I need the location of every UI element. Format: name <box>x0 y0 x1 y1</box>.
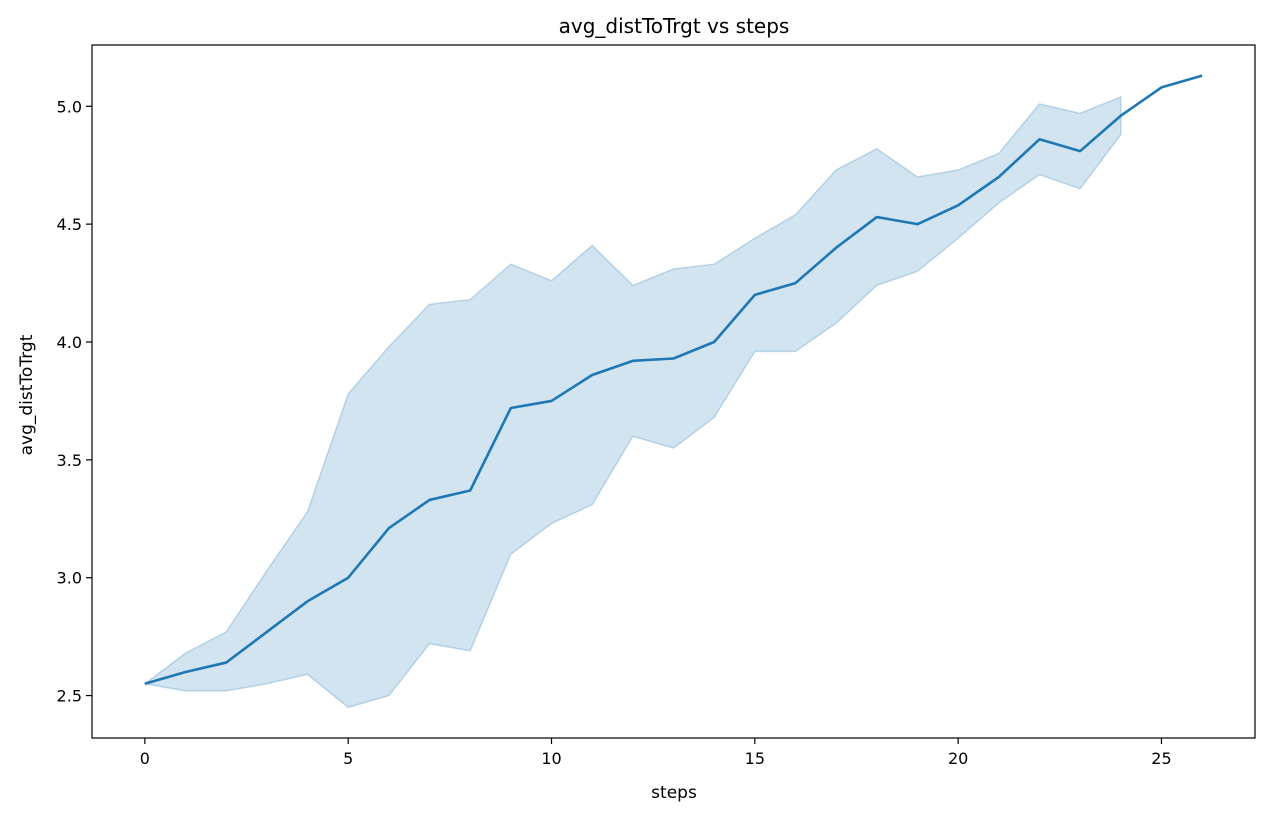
confidence-band-layer <box>143 95 1122 709</box>
confidence-band <box>143 95 1122 709</box>
x-tick-label: 20 <box>948 749 968 768</box>
y-tick-label: 2.5 <box>57 687 82 706</box>
y-axis: 2.5 3.0 3.5 4.0 4.5 5.0 <box>57 97 92 706</box>
chart-title: avg_distToTrgt vs steps <box>559 14 790 38</box>
y-tick-label: 3.5 <box>57 451 82 470</box>
y-tick-label: 3.0 <box>57 569 82 588</box>
series-line <box>144 74 1203 686</box>
x-axis: 0 5 10 15 20 25 <box>140 738 1172 768</box>
x-tick-label: 5 <box>343 749 353 768</box>
y-tick-label: 5.0 <box>57 97 82 116</box>
series-line-layer <box>144 74 1203 686</box>
x-tick-label: 0 <box>140 749 150 768</box>
x-tick-label: 15 <box>745 749 765 768</box>
x-tick-label: 25 <box>1151 749 1171 768</box>
y-tick-label: 4.0 <box>57 333 82 352</box>
y-axis-label: avg_distToTrgt <box>17 334 37 455</box>
plot-frame <box>91 44 1256 739</box>
y-tick-label: 4.5 <box>57 215 82 234</box>
x-tick-label: 10 <box>541 749 561 768</box>
x-axis-label: steps <box>651 783 697 803</box>
